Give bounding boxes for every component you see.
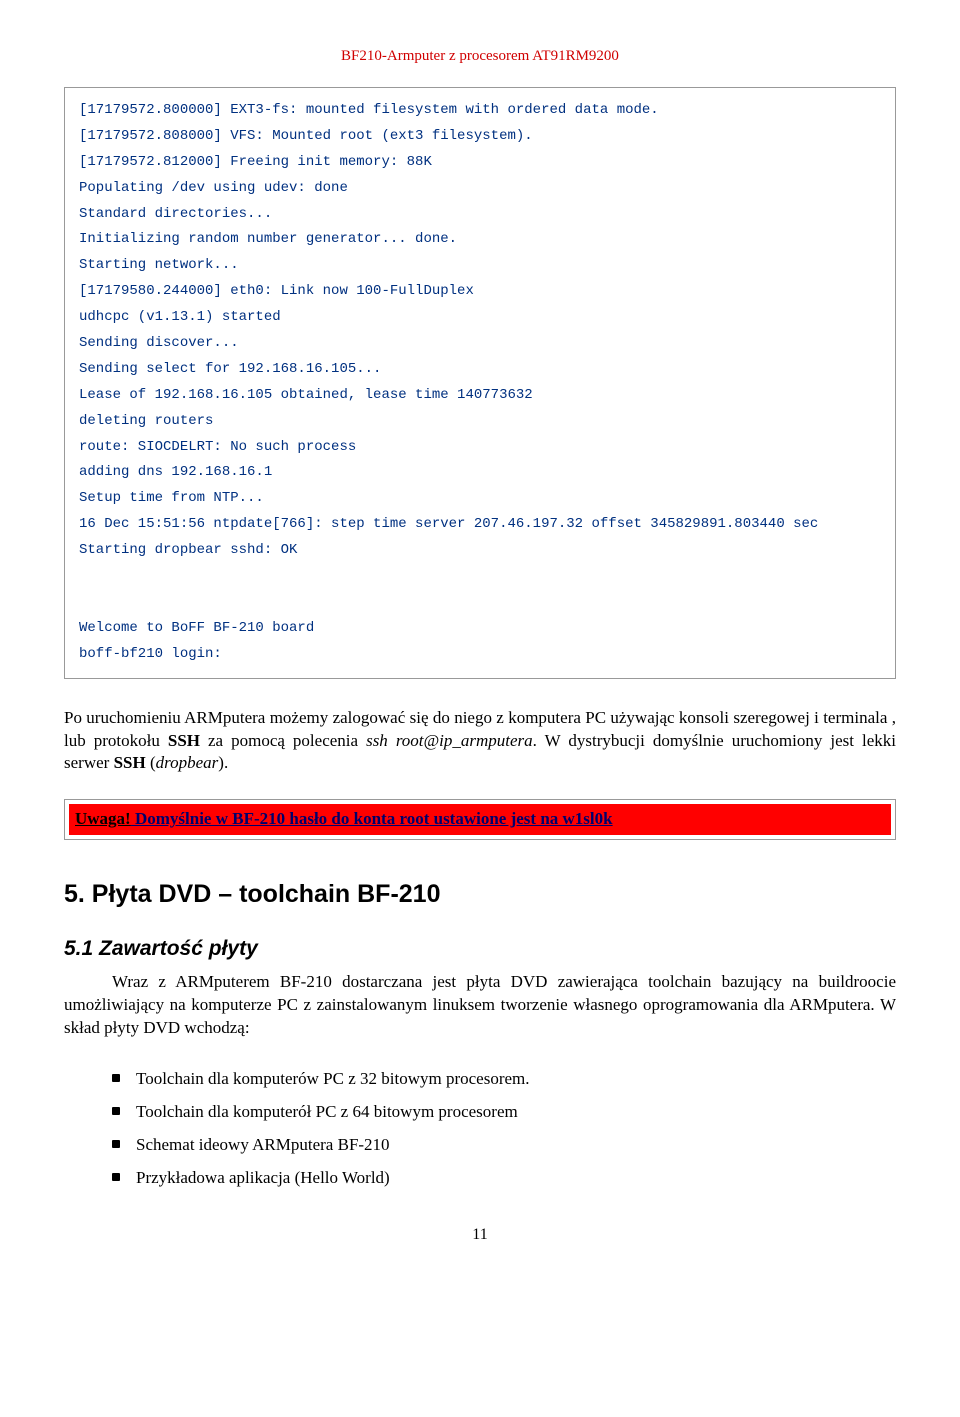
bullet-list: Toolchain dla komputerów PC z 32 bitowym…: [112, 1068, 896, 1190]
text-italic: ssh root@ip_armputera: [366, 731, 533, 750]
text: ).: [218, 753, 228, 772]
page-number: 11: [64, 1226, 896, 1244]
text-bold: SSH: [114, 753, 146, 772]
boot-log: [17179572.800000] EXT3-fs: mounted files…: [64, 87, 896, 679]
alert-label: Uwaga!: [75, 809, 131, 828]
list-item: Toolchain dla komputerół PC z 64 bitowym…: [112, 1101, 896, 1124]
list-item: Schemat ideowy ARMputera BF-210: [112, 1134, 896, 1157]
alert-text: Domyślnie w BF-210 hasło do konta root u…: [131, 809, 613, 828]
doc-header: BF210-Armputer z procesorem AT91RM9200: [64, 48, 896, 65]
paragraph-dvd: Wraz z ARMputerem BF-210 dostarczana jes…: [64, 971, 896, 1040]
text: za pomocą polecenia: [200, 731, 366, 750]
list-item: Toolchain dla komputerów PC z 32 bitowym…: [112, 1068, 896, 1091]
subsection-heading: 5.1 Zawartość płyty: [64, 937, 896, 961]
text: Domyślnie w BF-210 hasło do konta: [131, 809, 400, 828]
text-bold: w1sl0k: [563, 809, 613, 828]
text: Wraz z ARMputerem BF-210 dostarczana jes…: [64, 971, 896, 1040]
alert-box: Uwaga! Domyślnie w BF-210 hasło do konta…: [64, 799, 896, 840]
paragraph-login: Po uruchomieniu ARMputera możemy zalogow…: [64, 707, 896, 776]
section-heading: 5. Płyta DVD – toolchain BF-210: [64, 880, 896, 909]
text-bold: SSH: [168, 731, 200, 750]
alert-content: Uwaga! Domyślnie w BF-210 hasło do konta…: [69, 804, 891, 835]
text-italic: dropbear: [156, 753, 219, 772]
text: ustawione jest na: [429, 809, 562, 828]
list-item: Przykładowa aplikacja (Hello World): [112, 1167, 896, 1190]
text: (: [146, 753, 156, 772]
text-bold: root: [399, 809, 429, 828]
